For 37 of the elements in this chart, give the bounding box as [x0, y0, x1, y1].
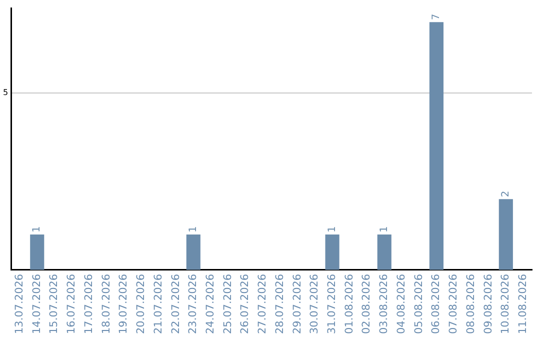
x-tick-label: 16.07.2026 [66, 274, 78, 334]
x-tick-label: 10.08.2026 [500, 274, 512, 334]
x-tick-label: 24.07.2026 [204, 274, 216, 334]
x-tick-label: 19.07.2026 [118, 274, 130, 334]
x-tick-label: 31.07.2026 [326, 274, 338, 334]
data-label: 1 [378, 226, 390, 232]
data-label: 1 [32, 226, 43, 232]
x-tick-label: 27.07.2026 [256, 274, 269, 334]
x-tick-label: 13.07.2026 [14, 274, 26, 334]
x-tick-label: 03.08.2026 [378, 274, 390, 334]
x-tick-label: 11.08.2026 [517, 274, 529, 334]
x-tick-label: 14.07.2026 [30, 274, 43, 334]
x-tick-label: 06.08.2026 [430, 274, 442, 334]
x-tick-label: 02.08.2026 [360, 274, 373, 334]
data-label: 7 [431, 14, 442, 20]
data-label: 2 [500, 190, 512, 198]
x-tick-label: 18.07.2026 [100, 274, 112, 334]
x-tick-label: 22.07.2026 [170, 274, 182, 334]
x-tick-label: 26.07.2026 [239, 274, 252, 334]
x-tick-label: 25.07.2026 [222, 274, 234, 334]
y-tick-label: 5 [2, 88, 8, 98]
x-tick-label: 17.07.2026 [82, 274, 95, 334]
data-label: 1 [188, 226, 199, 232]
x-tick-label: 15.07.2026 [48, 274, 60, 334]
x-tick-label: 20.07.2026 [135, 274, 148, 334]
x-tick-label: 09.08.2026 [482, 274, 494, 334]
x-tick-label: 21.07.2026 [152, 274, 164, 334]
x-tick-label: 08.08.2026 [464, 274, 477, 334]
x-tick-label: 29.07.2026 [291, 274, 304, 334]
x-tick-label: 07.08.2026 [448, 274, 460, 334]
x-tick-label: 28.07.2026 [274, 274, 286, 334]
x-tick-label: 05.08.2026 [412, 274, 425, 334]
x-tick-label: 30.07.2026 [308, 274, 321, 334]
x-tick-label: 01.08.2026 [343, 274, 356, 334]
x-tick-label: 04.08.2026 [395, 274, 408, 334]
x-tick-label: 23.07.2026 [187, 274, 200, 334]
data-label: 1 [326, 226, 338, 232]
